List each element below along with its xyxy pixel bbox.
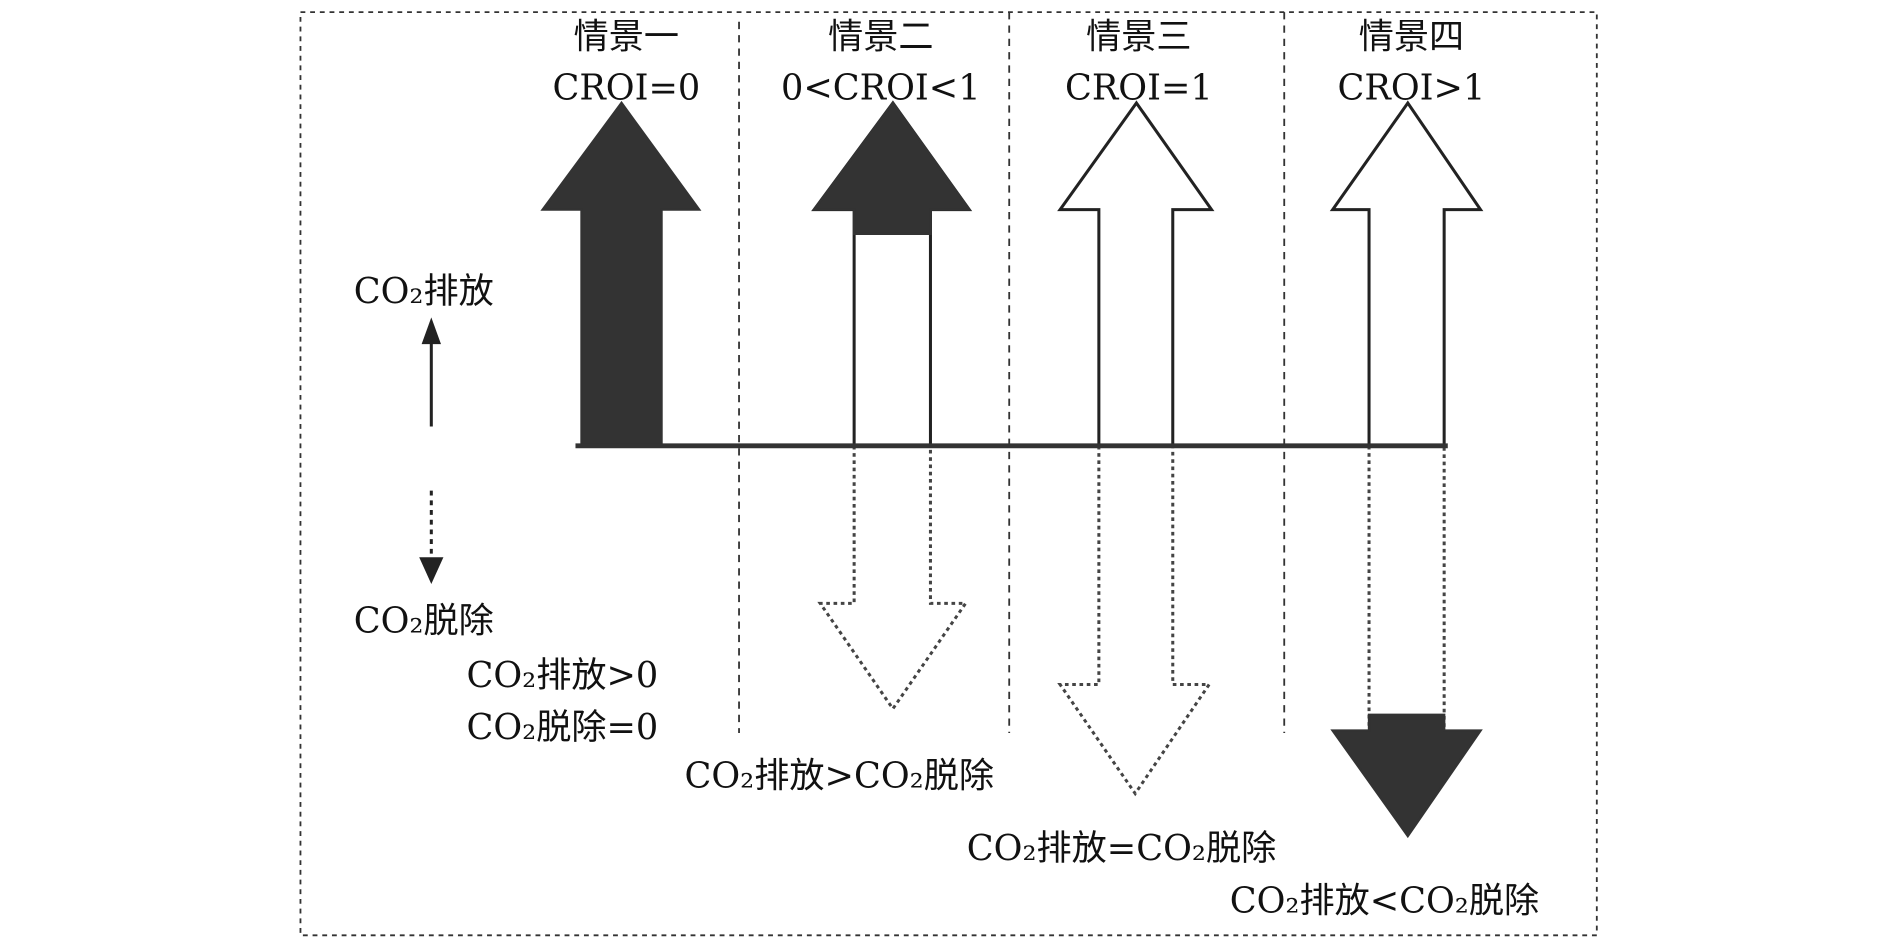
scenario-3-title: 情景三 [1086,16,1191,57]
legend-emission-arrowhead-icon [421,317,441,345]
scenario-3-emission-arrow [1057,100,1215,448]
legend-removal-arrowhead-icon [419,557,444,584]
scenario-2-condition: 0<CROI<1 [781,67,981,108]
outer-dashed-frame [299,11,1598,937]
scenario-2-removal-arrow [817,444,969,712]
scenario-4-emission-arrow [1329,100,1484,448]
scenario-3-removal-arrow [1057,444,1212,797]
scenario-4-outcome: CO₂排放<CO₂脱除 [1230,880,1539,921]
scenario-1-outcome-removal: CO₂脱除=0 [466,707,658,748]
legend-removal-label: CO₂脱除 [354,600,494,641]
scenario-1-condition: CROI=0 [552,67,700,108]
scenario-1-emission-arrow [540,100,702,448]
scenario-1-title: 情景一 [574,16,679,57]
scenario-4-removal-arrow-head [1330,713,1483,839]
scenario-2-title: 情景二 [828,16,933,57]
scenario-4-title: 情景四 [1359,16,1464,57]
scenario-3-outcome: CO₂排放=CO₂脱除 [967,828,1276,869]
scenario-2-emission-arrow-fill [811,100,972,236]
scenario-1-outcome-emission: CO₂排放>0 [466,655,658,696]
legend-emission-label: CO₂排放 [354,271,494,312]
scenario-3-condition: CROI=1 [1065,67,1213,108]
scenario-4-removal-arrow-shaft [1367,444,1446,729]
scenario-4-condition: CROI>1 [1338,67,1486,108]
scenario-2-outcome: CO₂排放>CO₂脱除 [685,756,994,797]
